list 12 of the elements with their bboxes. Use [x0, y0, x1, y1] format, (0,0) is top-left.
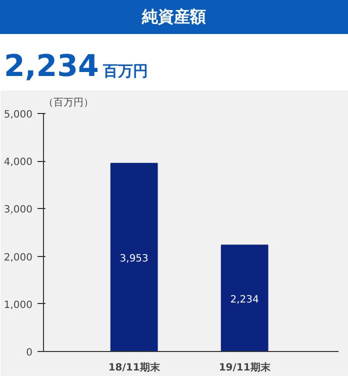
data-label: 3,953: [120, 253, 148, 264]
y-axis-title: （百万円）: [44, 98, 94, 108]
x-tick-label: 19/11期末: [218, 362, 272, 374]
y-tick-label: 1,000: [4, 300, 33, 311]
x-tick-label: 18/11期末: [108, 362, 161, 374]
data-label: 2,234: [230, 294, 259, 306]
y-tick-label: 0: [26, 348, 33, 358]
y-tick-label: 3,000: [4, 204, 33, 216]
y-tick-label: 5,000: [4, 110, 33, 120]
y-tick-label: 2,000: [4, 252, 33, 264]
y-tick-label: 4,000: [4, 157, 33, 168]
chart-title: 純資産額: [142, 6, 206, 28]
